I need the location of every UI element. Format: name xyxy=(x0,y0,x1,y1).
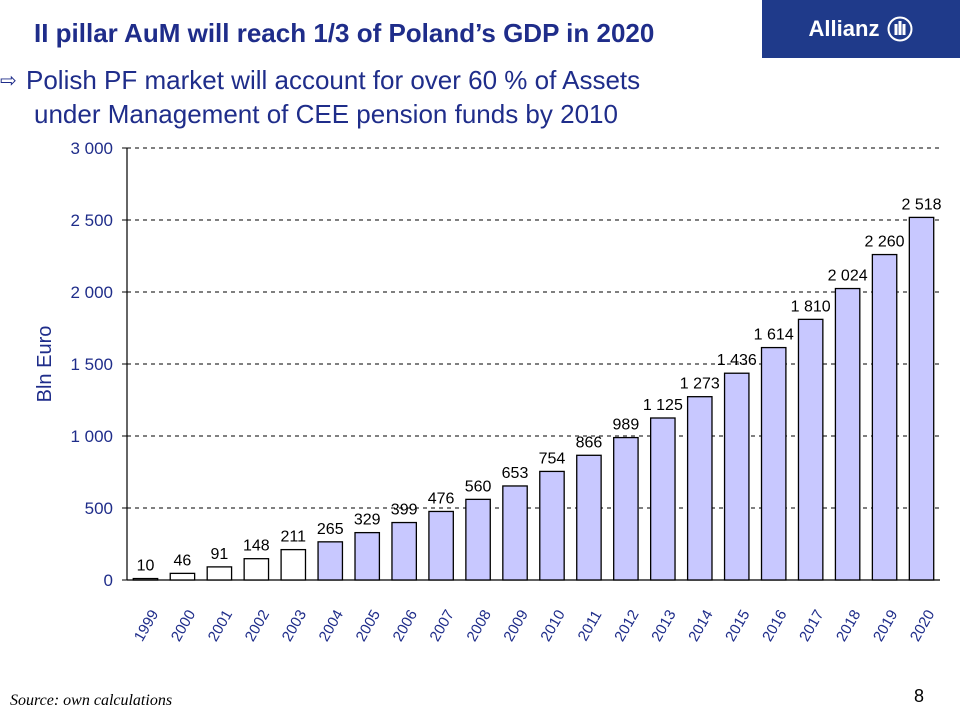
y-tick-label: 2 500 xyxy=(70,211,113,230)
bar-2000 xyxy=(169,572,196,581)
y-tick-label: 0 xyxy=(104,571,113,590)
value-label-2019: 2 260 xyxy=(865,234,905,251)
allianz-eagle-icon xyxy=(887,16,913,42)
bar-2003 xyxy=(280,548,307,581)
bar-2008 xyxy=(465,498,491,581)
value-label-2020: 2 518 xyxy=(901,196,941,213)
value-label-1999: 10 xyxy=(137,558,155,575)
value-label-2002: 148 xyxy=(243,538,270,555)
x-tick-label-2017: 2017 xyxy=(796,607,827,644)
value-label-2012: 989 xyxy=(613,417,640,434)
value-label-2011: 866 xyxy=(576,434,603,451)
bar-2001 xyxy=(206,566,233,581)
aum-bar-chart: 0 500 1 000 1 500 2 000 2 500 3 000 Bln Euro 10 1… xyxy=(34,139,942,644)
value-label-2017: 1 810 xyxy=(791,298,831,315)
value-label-2018: 2 024 xyxy=(828,268,868,285)
bar-2020 xyxy=(908,216,935,581)
bar-2017 xyxy=(797,318,824,581)
slide-title: II pillar AuM will reach 1/3 of Poland’s… xyxy=(34,18,655,48)
bar-2011 xyxy=(576,454,602,581)
x-tick-label-2018: 2018 xyxy=(833,607,864,644)
x-tick-label-1999: 1999 xyxy=(131,607,162,644)
x-tick-label-2001: 2001 xyxy=(205,607,236,644)
x-tick-label-2019: 2019 xyxy=(870,607,901,644)
bullet-point: ⇨ Polish PF market will account for over … xyxy=(0,64,800,131)
value-label-2016: 1 614 xyxy=(754,327,794,344)
bar-2019 xyxy=(871,253,898,581)
x-tick-label-2013: 2013 xyxy=(648,607,679,644)
x-tick-label-2003: 2003 xyxy=(279,607,310,644)
x-tick-label-2011: 2011 xyxy=(575,608,606,644)
x-tick-label-2007: 2007 xyxy=(427,607,458,644)
x-tick-label-2012: 2012 xyxy=(611,607,642,644)
y-tick-label: 1 500 xyxy=(70,355,113,374)
value-label-2009: 653 xyxy=(502,465,529,482)
x-tick-label-2009: 2009 xyxy=(500,607,531,644)
bar-2009 xyxy=(502,485,528,581)
bar-2010 xyxy=(539,470,565,581)
value-label-2005: 329 xyxy=(354,512,381,529)
bar-2015 xyxy=(723,372,750,581)
logo-text: Allianz xyxy=(808,16,880,41)
bullet-line-2: under Management of CEE pension funds by… xyxy=(34,99,618,129)
value-label-2004: 265 xyxy=(317,521,344,538)
bar-2013 xyxy=(649,417,676,581)
x-tick-label-2016: 2016 xyxy=(759,607,790,644)
bar-2002 xyxy=(243,558,270,581)
bar-2004 xyxy=(317,541,344,581)
value-label-2010: 754 xyxy=(539,450,566,467)
page-number: 8 xyxy=(914,686,925,706)
x-tick-label-2014: 2014 xyxy=(685,607,716,644)
x-tick-label-2002: 2002 xyxy=(242,607,273,644)
arrow-bullet-icon: ⇨ xyxy=(0,70,17,92)
x-tick-label-2000: 2000 xyxy=(168,607,199,644)
y-tick-label: 3 000 xyxy=(70,139,113,158)
y-tick-label: 2 000 xyxy=(70,283,113,302)
allianz-logo: Allianz xyxy=(762,0,960,58)
value-label-2013: 1 125 xyxy=(643,397,683,414)
bar-2018 xyxy=(834,287,861,581)
bar-2007 xyxy=(428,510,454,581)
x-tick-label-2005: 2005 xyxy=(353,607,384,644)
value-label-2006: 399 xyxy=(391,502,418,519)
x-tick-label-2008: 2008 xyxy=(463,607,494,644)
value-label-2014: 1 273 xyxy=(680,376,720,393)
y-tick-label: 500 xyxy=(85,499,113,518)
x-tick-label-2004: 2004 xyxy=(316,607,347,644)
bullet-line-1: Polish PF market will account for over 6… xyxy=(26,65,641,95)
x-tick-label-2010: 2010 xyxy=(537,607,568,644)
bar-2012 xyxy=(613,436,639,581)
bar-2014 xyxy=(686,396,713,581)
y-tick-label: 1 000 xyxy=(70,427,113,446)
value-label-2015: 1 436 xyxy=(717,352,757,369)
bar-2006 xyxy=(391,521,418,581)
source-note: Source: own calculations xyxy=(10,692,173,709)
bar-1999 xyxy=(132,577,159,581)
x-tick-label-2020: 2020 xyxy=(907,607,938,644)
value-label-2008: 560 xyxy=(465,478,492,495)
bar-2016 xyxy=(760,346,787,581)
value-label-2001: 91 xyxy=(210,546,228,563)
value-label-2000: 46 xyxy=(174,552,192,569)
x-tick-label-2006: 2006 xyxy=(390,607,421,644)
value-label-2007: 476 xyxy=(428,490,455,507)
y-axis-label: Bln Euro xyxy=(34,326,56,403)
bar-2005 xyxy=(354,531,381,581)
value-label-2003: 211 xyxy=(281,529,307,546)
x-tick-label-2015: 2015 xyxy=(722,607,753,644)
